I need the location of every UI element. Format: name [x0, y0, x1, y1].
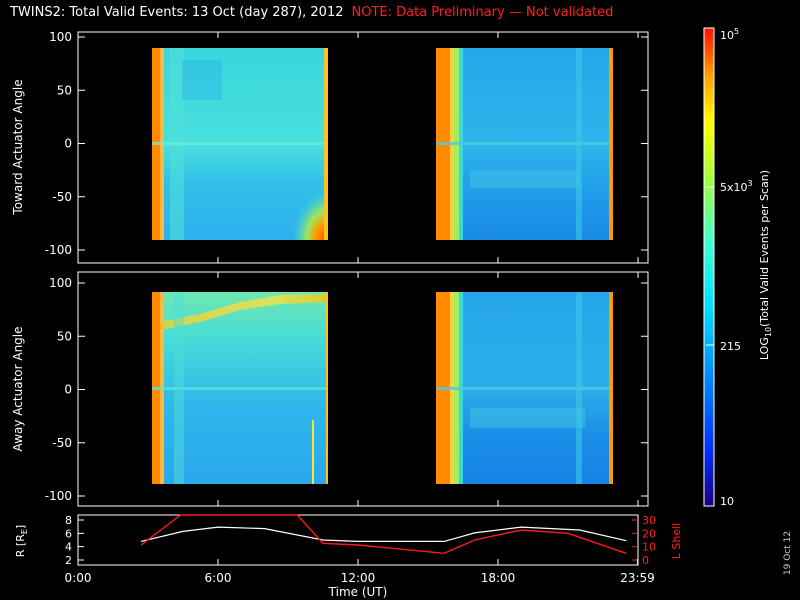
y-tick-label: 100 [49, 276, 72, 290]
time-tick-label: 18:00 [481, 571, 516, 585]
y-tick-label: 0 [64, 137, 72, 151]
away-panel: 100 50 0 -50 -100 Away Actuator Angle [11, 271, 649, 507]
lshell-line [140, 514, 627, 555]
away-y-ticks: 100 50 0 -50 -100 [45, 276, 648, 503]
lshell-tick-label: 0 [642, 554, 649, 567]
y-tick-label: 0 [64, 383, 72, 397]
y-tick-label: 50 [57, 329, 72, 343]
y-tick-label: -50 [52, 436, 72, 450]
toward-panel-frame [77, 31, 649, 264]
away-heatmap-block-2 [436, 292, 613, 484]
lshell-tick-label: 30 [642, 514, 656, 527]
colorbar: 105 5x103 215 10 LOG10(Total Valid Event… [703, 27, 773, 508]
y-tick-label: -100 [45, 489, 72, 503]
lshell-tick-label: 20 [642, 527, 656, 540]
time-ticks: 0:00 6:00 12:00 18:00 23:59 [65, 559, 655, 585]
preliminary-note: NOTE: Data Preliminary — Not validated [351, 5, 614, 20]
colorbar-tick-bottom: 10 [720, 495, 734, 508]
time-tick-label: 12:00 [341, 571, 376, 585]
toward-y-ticks: 100 50 0 -50 -100 [45, 30, 648, 257]
toward-heatmap-block-2 [436, 48, 613, 240]
away-heatmap-block-1 [152, 292, 328, 484]
y-tick-label: 100 [49, 30, 72, 44]
orbit-lines [140, 514, 627, 555]
colorbar-tick-mid: 5x103 [720, 179, 753, 194]
colorbar-tick-top: 105 [720, 27, 739, 42]
date-stamp: 19 Oct 12 [783, 531, 793, 575]
lshell-axis-label: L Shell [670, 523, 683, 559]
orbit-panel-frame [77, 514, 639, 566]
colorbar-label: LOG10(Total Valid Events per Scan) [758, 170, 773, 360]
radius-axis-label: R [RE] [14, 525, 29, 557]
title-text: TWINS2: Total Valid Events: 13 Oct (day … [10, 5, 344, 20]
time-tick-label: 23:59 [620, 571, 655, 585]
y-tick-label: 50 [57, 83, 72, 97]
time-axis-label: Time (UT) [328, 585, 388, 599]
radius-line [140, 526, 627, 542]
colorbar-tick-lower: 215 [720, 340, 741, 353]
toward-y-label: Toward Actuator Angle [11, 79, 25, 215]
radius-tick-label: 8 [65, 514, 72, 527]
toward-heatmap-block-1 [152, 48, 328, 240]
time-tick-label: 6:00 [205, 571, 232, 585]
y-tick-label: -50 [52, 190, 72, 204]
time-tick-label: 0:00 [65, 571, 92, 585]
y-tick-label: -100 [45, 243, 72, 257]
figure-title: TWINS2: Total Valid Events: 13 Oct (day … [10, 5, 613, 20]
colorbar-scale [703, 27, 715, 507]
toward-panel: 100 50 0 -50 -100 Toward Actuator Angle [11, 30, 649, 264]
away-x-tickmarks [77, 272, 639, 506]
lshell-tick-label: 10 [642, 541, 656, 554]
away-y-label: Away Actuator Angle [11, 326, 25, 451]
radius-tick-label: 2 [65, 554, 72, 567]
radius-tick-label: 4 [65, 541, 72, 554]
radius-tick-label: 6 [65, 527, 72, 540]
toward-x-tickmarks [77, 32, 639, 263]
